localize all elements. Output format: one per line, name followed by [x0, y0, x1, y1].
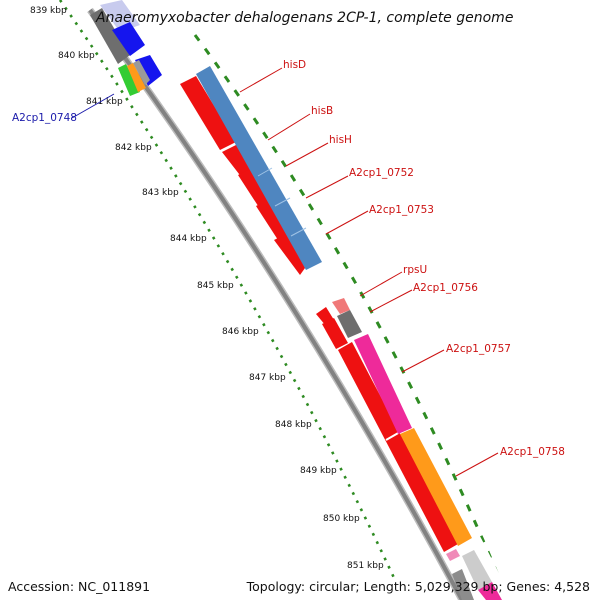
accession-text: Accession: NC_011891	[8, 579, 151, 594]
tick-label: 844 kbp	[170, 234, 207, 244]
leader-A2cp1_0757	[401, 349, 445, 373]
his-operon-genes	[180, 76, 305, 275]
gene-label-A2cp1_0748[interactable]: A2cp1_0748	[12, 112, 77, 124]
gene-blue-divider-2	[274, 197, 291, 207]
topology-text: Topology: circular; Length: 5,029,329 bp…	[246, 579, 590, 594]
gene-orange-A2cp1_0758[interactable]	[400, 428, 472, 546]
gene-label-hisH[interactable]: hisH	[329, 134, 352, 146]
gene-label-hisB[interactable]: hisB	[311, 105, 333, 117]
gene-blue-long[interactable]	[196, 66, 322, 270]
tick-labels: 839 kbp 840 kbp 841 kbp 842 kbp 843 kbp …	[30, 6, 384, 571]
tick-label: 842 kbp	[115, 143, 152, 153]
gene-A2cp1_0753[interactable]	[274, 232, 305, 275]
gene-green[interactable]	[118, 64, 140, 96]
backbone-circle	[88, 8, 464, 600]
gene-cluster-left	[90, 0, 162, 96]
leader-hisH	[285, 142, 329, 167]
gene-A2cp1_0752[interactable]	[256, 198, 292, 240]
gene-label-A2cp1_0758[interactable]: A2cp1_0758	[500, 446, 565, 458]
tick-label: 848 kbp	[275, 420, 312, 430]
gene-blue-divider-3	[290, 227, 307, 237]
gene-label-hisD[interactable]: hisD	[283, 59, 306, 71]
gene-labels: hisD hisB hisH A2cp1_0752 A2cp1_0753 rps…	[12, 59, 565, 458]
tick-label: 843 kbp	[142, 188, 179, 198]
gene-blue-divider-1	[257, 167, 273, 177]
inner-dashed-track	[193, 34, 502, 581]
gene-grey-small[interactable]	[133, 60, 150, 85]
leader-A2cp1_0753	[325, 210, 369, 235]
gene-label-A2cp1_0753[interactable]: A2cp1_0753	[369, 204, 434, 216]
gene-cluster-bottom	[446, 549, 502, 600]
gene-red-A2cp1_0756[interactable]	[322, 318, 348, 349]
tick-label: 851 kbp	[347, 561, 384, 571]
gene-red-divider	[385, 431, 401, 441]
tick-label: 840 kbp	[58, 51, 95, 61]
gene-grey-dark-bottom[interactable]	[452, 569, 474, 600]
leader-rpsU	[359, 271, 403, 297]
leader-A2cp1_0752	[305, 175, 349, 199]
gene-blue-mid[interactable]	[135, 55, 162, 86]
gene-pink-small[interactable]	[446, 549, 460, 561]
gene-label-rpsU[interactable]: rpsU	[403, 264, 427, 276]
gene-label-A2cp1_0757[interactable]: A2cp1_0757	[446, 343, 511, 355]
gene-orange-small[interactable]	[127, 63, 146, 92]
gene-red-long[interactable]	[338, 342, 458, 552]
gene-hisD[interactable]	[180, 76, 236, 150]
gene-cluster-middle	[316, 298, 362, 349]
tick-label: 849 kbp	[300, 466, 337, 476]
leader-hisB	[267, 113, 311, 141]
gene-magenta-A2cp1_0757[interactable]	[354, 334, 412, 434]
gene-blue-top[interactable]	[112, 22, 145, 56]
gene-label-A2cp1_0756[interactable]: A2cp1_0756	[413, 282, 478, 294]
tick-label: 846 kbp	[222, 327, 259, 337]
tick-label: 841 kbp	[86, 97, 123, 107]
gene-label-A2cp1_0752[interactable]: A2cp1_0752	[349, 167, 414, 179]
gene-grey-bottom[interactable]	[462, 550, 492, 590]
label-leaders	[71, 67, 499, 477]
leader-A2cp1_0756	[369, 289, 413, 313]
leader-A2cp1_0748	[71, 93, 115, 119]
gene-magenta-bottom[interactable]	[478, 582, 502, 600]
tick-label: 845 kbp	[197, 281, 234, 291]
leader-hisD	[239, 67, 283, 93]
gene-salmon[interactable]	[332, 298, 350, 314]
tick-label: 850 kbp	[323, 514, 360, 524]
genome-title: Anaeromyxobacter dehalogenans 2CP-1, com…	[96, 10, 514, 26]
gene-grey-left[interactable]	[90, 8, 130, 64]
leader-A2cp1_0758	[455, 452, 499, 477]
tick-label: 847 kbp	[249, 373, 286, 383]
gene-grey-mid[interactable]	[337, 310, 362, 338]
tick-label: 839 kbp	[30, 6, 67, 16]
outer-dotted-track	[58, 0, 397, 581]
